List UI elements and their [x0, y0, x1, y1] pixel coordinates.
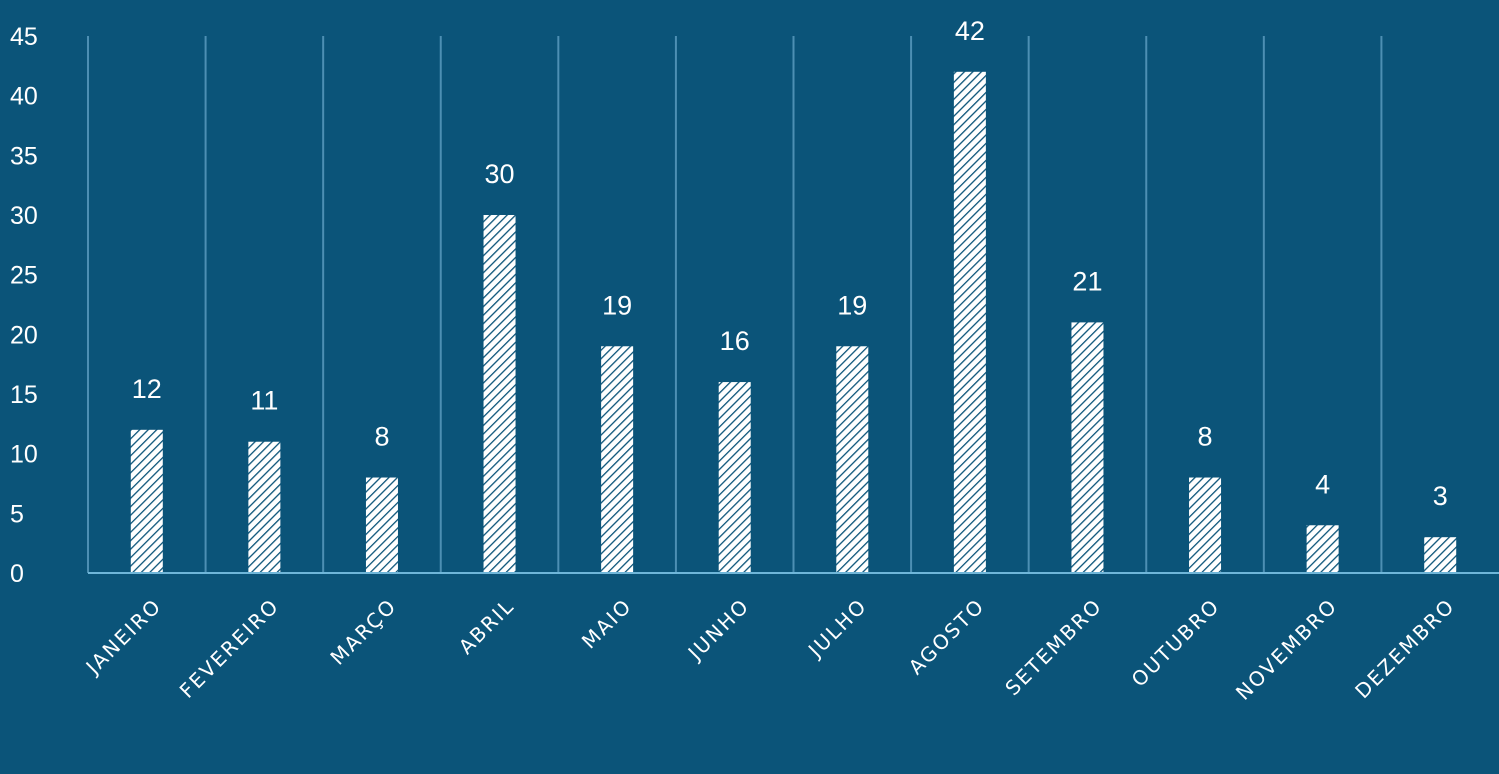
data-label: 30 [485, 159, 515, 189]
bar [718, 382, 751, 573]
labels: 0 5 10 15 20 25 30 35 40 45 12 JANEIRO 11 FEVEREIRO 8 M… [10, 16, 1460, 705]
x-tick-label: ABRIL [454, 594, 519, 659]
x-tick-label: DEZEMBRO [1350, 594, 1460, 704]
x-tick-label: OUTUBRO [1127, 594, 1225, 692]
y-tick-label: 35 [10, 142, 38, 170]
bar [130, 429, 163, 573]
x-tick-label: JUNHO [682, 594, 754, 666]
data-label: 21 [1072, 266, 1102, 296]
bar [953, 71, 986, 574]
y-tick-label: 0 [10, 560, 24, 588]
data-label: 19 [602, 290, 632, 320]
x-tick-label: SETEMBRO [1000, 594, 1107, 701]
data-label: 12 [132, 374, 162, 404]
bar [1306, 525, 1339, 573]
bar [1071, 322, 1104, 573]
y-tick-label: 10 [10, 441, 38, 469]
x-tick-label: MARÇO [325, 594, 401, 670]
x-tick-label: FEVEREIRO [175, 594, 284, 703]
y-tick-label: 15 [10, 381, 38, 409]
bar [248, 441, 281, 573]
y-tick-label: 5 [10, 500, 24, 528]
bar [483, 215, 516, 573]
bar [1424, 537, 1457, 573]
data-label: 3 [1433, 481, 1448, 511]
y-tick-label: 45 [10, 23, 38, 51]
bar [1189, 477, 1222, 573]
y-tick-label: 25 [10, 262, 38, 290]
bar [365, 477, 398, 573]
data-label: 8 [1198, 422, 1213, 452]
data-label: 19 [837, 290, 867, 320]
x-tick-label: JULHO [802, 594, 872, 664]
x-tick-label: NOVEMBRO [1231, 594, 1342, 705]
bar [601, 346, 634, 573]
x-tick-label: JANEIRO [80, 594, 167, 681]
y-tick-label: 40 [10, 83, 38, 111]
data-label: 4 [1315, 469, 1330, 499]
data-label: 11 [250, 386, 278, 416]
data-label: 8 [374, 422, 389, 452]
y-tick-label: 20 [10, 321, 38, 349]
bar [836, 346, 869, 573]
data-label: 42 [955, 16, 985, 46]
data-label: 16 [720, 326, 750, 356]
y-tick-label: 30 [10, 202, 38, 230]
x-tick-label: MAIO [577, 594, 637, 654]
grid-lines [87, 36, 1383, 573]
x-tick-label: AGOSTO [904, 594, 990, 680]
bars [130, 71, 1457, 574]
